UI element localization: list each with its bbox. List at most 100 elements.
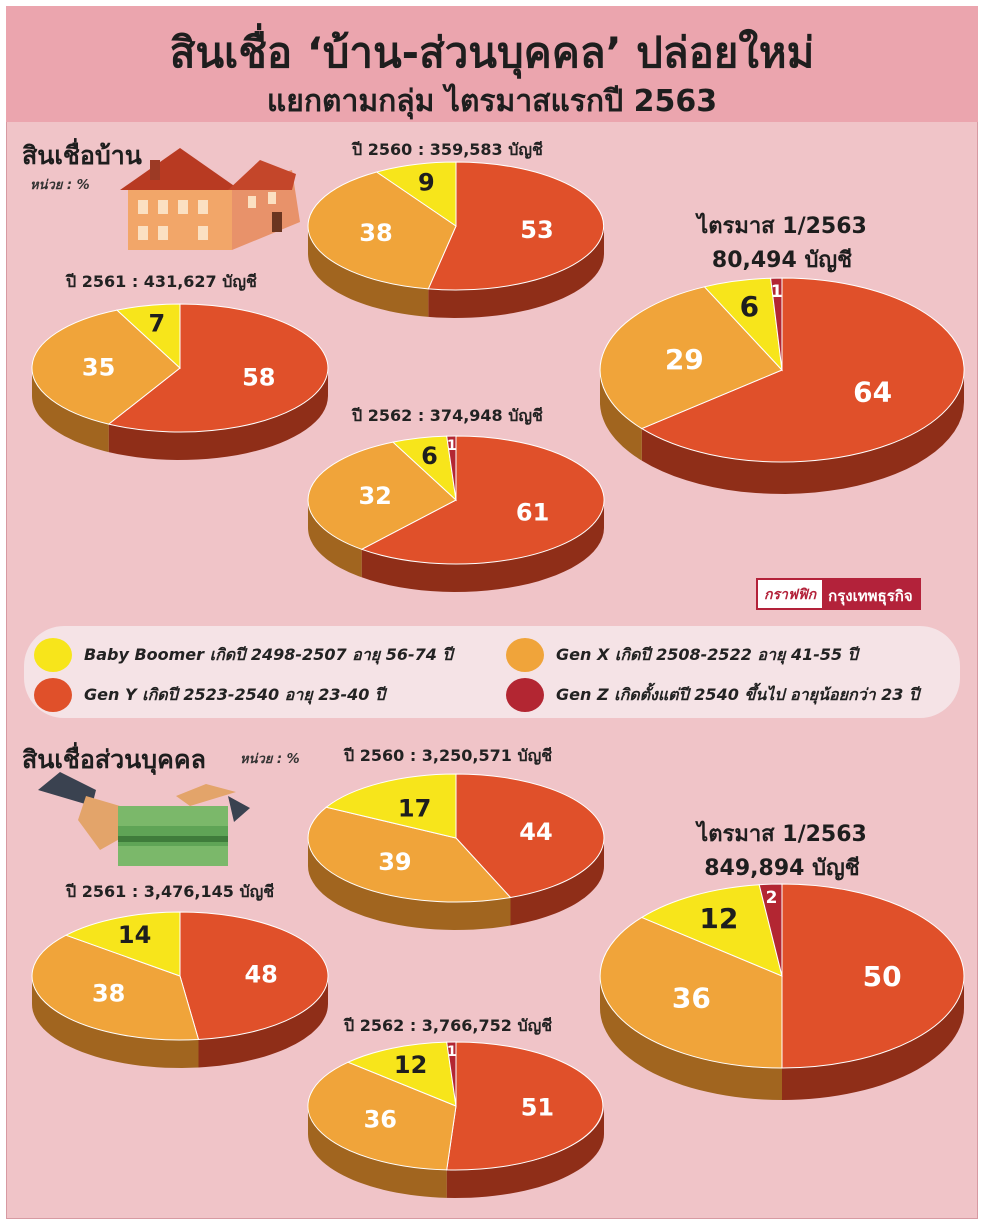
pie-label-geny: 50 (863, 960, 902, 993)
pie-label-genx: 35 (82, 354, 115, 382)
pie-slice-genx (31, 934, 200, 1041)
pie-slice-boomer (346, 1041, 457, 1107)
legend-item-genz: Gen Z เกิดตั้งแต่ปี 2540 ขึ้นไป อายุน้อย… (506, 678, 919, 712)
pie-side-geny (782, 976, 964, 1100)
pie-label-geny: 58 (242, 363, 275, 391)
pie-slice-genz (758, 883, 783, 977)
pie-label-geny: 64 (853, 376, 892, 409)
pie-chart: 61 32 6 1 (307, 435, 605, 592)
legend-swatch-genz (506, 678, 544, 712)
page-subtitle: แยกตามกลุ่ม ไตรมาสแรกปี 2563 (266, 84, 718, 119)
pie-label-boomer: 12 (394, 1051, 427, 1079)
pie-label-boomer: 12 (699, 902, 738, 935)
pie-caption: ปี 2561 : 3,476,145 บัญชี (66, 882, 275, 901)
pie-slice-boomer (375, 161, 457, 227)
pie-label-geny: 44 (519, 818, 552, 846)
pie-caption: ปี 2561 : 431,627 บัญชี (66, 272, 257, 291)
legend-item-boomer: Baby Boomer เกิดปี 2498-2507 อายุ 56-74 … (34, 638, 453, 672)
pie-label-genz: 1 (447, 438, 457, 454)
pie-label-genx: 36 (672, 982, 711, 1015)
pie-label-genx: 29 (665, 343, 704, 376)
pie-slice-geny (179, 911, 329, 1041)
pie-label-genx: 36 (364, 1106, 397, 1134)
pie-label-geny: 53 (520, 216, 553, 244)
pie-side-geny (428, 226, 604, 318)
pie-caption: ปี 2560 : 3,250,571 บัญชี (344, 746, 553, 765)
legend-label: Baby Boomer เกิดปี 2498-2507 อายุ 56-74 … (84, 644, 453, 664)
pie-caption-quarter: ไตรมาส 1/2563 (697, 214, 867, 239)
pie-slice-geny (446, 1041, 604, 1171)
pie-label-boomer: 7 (148, 310, 165, 338)
pie-slice-geny (107, 303, 329, 433)
section-label-personal: สินเชื่อส่วนบุคคล (22, 745, 206, 774)
pie-caption: ปี 2560 : 359,583 บัญชี (352, 140, 543, 159)
pie-label-genx: 38 (359, 219, 392, 247)
pie-slice-boomer (325, 773, 457, 839)
house-icon (120, 148, 300, 250)
pie-slice-boomer (640, 884, 783, 977)
pie-side-geny (510, 838, 604, 926)
pie-side-genx (32, 976, 199, 1068)
pie-slice-genx (307, 806, 512, 903)
pie-slice-genx (599, 286, 783, 430)
pie-caption-quarter: ไตรมาส 1/2563 (697, 822, 867, 847)
credit-publisher: กรุงเทพธุรกิจ (822, 580, 919, 608)
pie-label-genx: 32 (358, 482, 391, 510)
legend-label: Gen X เกิดปี 2508-2522 อายุ 41-55 ปี (556, 644, 858, 664)
pie-chart: 58 35 7 (31, 303, 329, 460)
pie-caption: ปี 2562 : 374,948 บัญชี (352, 406, 543, 425)
pie-slice-genx (599, 916, 783, 1069)
unit-label-personal: หน่วย : % (240, 752, 300, 767)
pie-label-geny: 61 (516, 499, 549, 527)
legend-item-genx: Gen X เกิดปี 2508-2522 อายุ 41-55 ปี (506, 638, 858, 672)
legend-label: Gen Y เกิดปี 2523-2540 อายุ 23-40 ปี (84, 684, 386, 704)
pie-slice-geny (781, 883, 965, 1069)
pie-slice-geny (455, 773, 605, 899)
pie-side-geny (446, 1106, 604, 1198)
pie-side-genx (600, 370, 642, 461)
pie-label-genz: 2 (766, 888, 778, 908)
pie-label-genx: 39 (378, 848, 411, 876)
pie-slice-boomer (64, 911, 181, 977)
credit-label: กราฟฟิก (758, 580, 823, 608)
pie-chart: 51 36 12 1 (307, 1041, 604, 1198)
pie-label-geny: 51 (521, 1094, 554, 1122)
page-title: สินเชื่อ ‘บ้าน-ส่วนบุคคล’ ปล่อยใหม่ (169, 28, 815, 77)
pie-slice-genx (307, 441, 457, 550)
pie-side-geny (361, 500, 604, 592)
unit-label-home: หน่วย : % (30, 178, 90, 193)
pie-slice-geny (640, 277, 965, 463)
pie-label-boomer: 17 (398, 794, 431, 822)
pie-chart: 64 29 6 1 (599, 277, 965, 494)
section-label-home: สินเชื่อบ้าน (22, 141, 142, 170)
pie-side-geny (641, 370, 964, 494)
graphic-credit: กราฟฟิก กรุงเทพธุรกิจ (756, 578, 921, 610)
legend: Baby Boomer เกิดปี 2498-2507 อายุ 56-74 … (24, 626, 960, 718)
pie-slice-geny (427, 161, 605, 291)
pie-side-geny (108, 368, 328, 460)
pie-slice-genz (446, 1041, 457, 1107)
pie-slice-boomer (115, 303, 181, 370)
legend-swatch-boomer (34, 638, 72, 672)
pie-caption-accounts: 80,494 บัญชี (711, 248, 853, 273)
pie-slice-genx (31, 309, 181, 425)
pie-slice-genz (770, 277, 783, 371)
pie-chart: 48 38 14 (31, 911, 329, 1068)
title-band (6, 6, 978, 122)
pie-label-genz: 1 (771, 282, 783, 302)
legend-swatch-genx (506, 638, 544, 672)
pie-side-genx (308, 226, 429, 317)
pie-slice-genz (446, 435, 457, 501)
money-handover-icon (38, 772, 250, 866)
pie-side-genx (308, 838, 511, 930)
pie-caption: ปี 2562 : 3,766,752 บัญชี (344, 1016, 553, 1035)
pie-slice-geny (360, 435, 605, 565)
pie-side-geny (198, 976, 328, 1068)
pie-label-boomer: 14 (118, 921, 151, 949)
pie-label-boomer: 6 (740, 290, 759, 323)
legend-swatch-geny (34, 678, 72, 712)
pie-side-genx (32, 368, 109, 453)
pie-label-geny: 48 (244, 960, 277, 988)
